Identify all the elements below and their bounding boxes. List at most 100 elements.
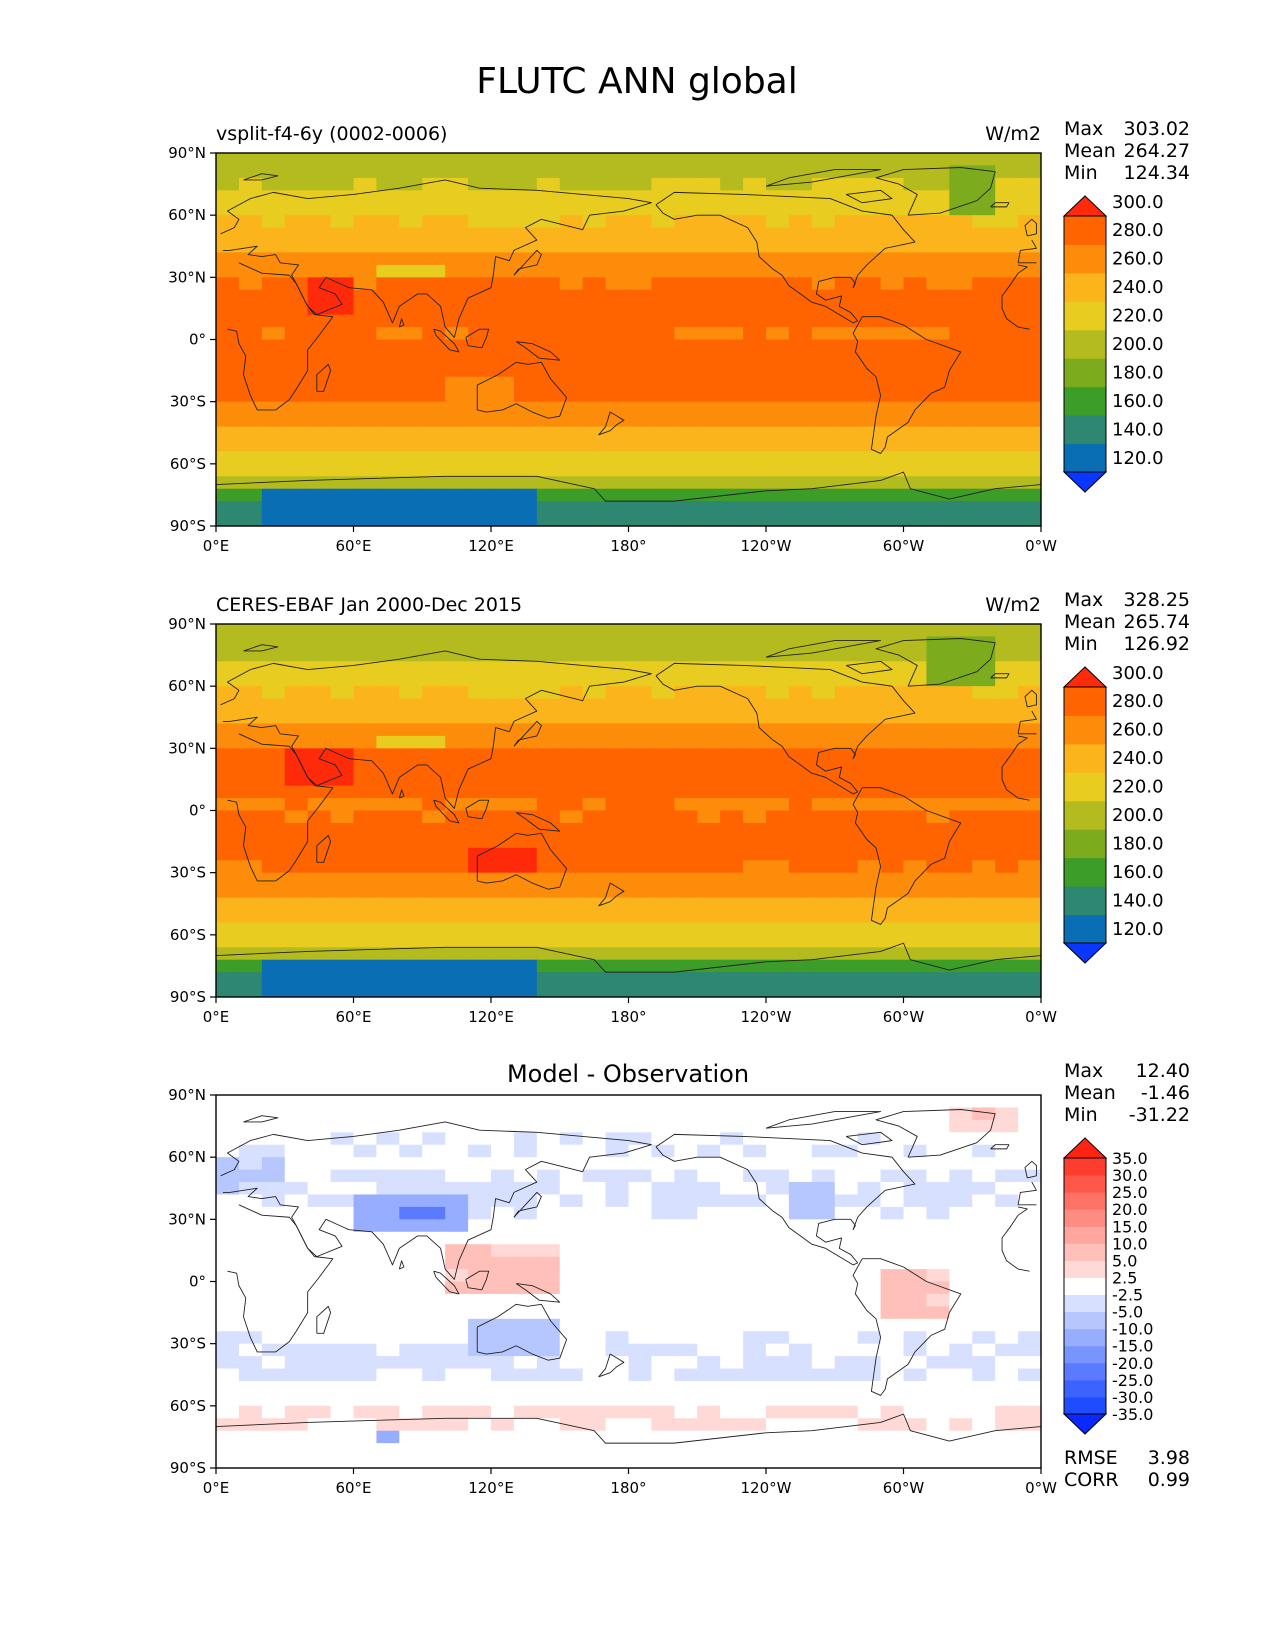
heatmap-cell bbox=[605, 364, 630, 378]
heatmap-cell bbox=[216, 1107, 240, 1121]
heatmap-cell bbox=[330, 501, 355, 515]
heatmap-cell bbox=[468, 1219, 492, 1233]
heatmap-cell bbox=[536, 302, 561, 316]
heatmap-cell bbox=[491, 240, 515, 254]
heatmap-cell bbox=[995, 1107, 1019, 1121]
heatmap-cell bbox=[995, 1269, 1019, 1283]
heatmap-cell bbox=[513, 202, 538, 216]
heatmap-cell bbox=[697, 190, 722, 204]
heatmap-cell bbox=[582, 723, 607, 737]
heatmap-cell bbox=[261, 909, 286, 924]
heatmap-cell bbox=[1018, 215, 1041, 229]
heatmap-cell bbox=[238, 426, 263, 440]
heatmap-cell bbox=[674, 165, 699, 179]
heatmap-cell bbox=[261, 227, 286, 241]
heatmap-cell bbox=[353, 1293, 378, 1308]
heatmap-cell bbox=[307, 909, 332, 924]
heatmap-cell bbox=[582, 476, 607, 490]
heatmap-cell bbox=[1018, 959, 1041, 973]
heatmap-cell bbox=[972, 984, 997, 997]
heatmap-cell bbox=[422, 202, 447, 216]
heatmap-cell bbox=[422, 1206, 447, 1221]
heatmap-cell bbox=[445, 785, 469, 799]
heatmap-cell bbox=[995, 947, 1019, 961]
heatmap-cell bbox=[330, 686, 355, 700]
heatmap-cell bbox=[1018, 673, 1041, 687]
heatmap-cell bbox=[582, 1405, 607, 1420]
heatmap-cell bbox=[399, 1269, 424, 1283]
heatmap-cell bbox=[674, 1455, 699, 1468]
heatmap-cell bbox=[766, 1206, 790, 1221]
heatmap-cell bbox=[628, 1256, 653, 1270]
heatmap-cell bbox=[422, 240, 447, 254]
heatmap-cell bbox=[491, 1182, 515, 1196]
heatmap-cell bbox=[674, 1132, 699, 1146]
heatmap-cell bbox=[605, 414, 630, 428]
heatmap-cell bbox=[422, 1356, 447, 1370]
heatmap-cell bbox=[628, 1206, 653, 1221]
heatmap-cell bbox=[674, 835, 699, 849]
heatmap-cell bbox=[536, 810, 561, 824]
heatmap-cell bbox=[834, 1343, 859, 1357]
heatmap-cell bbox=[880, 773, 905, 787]
heatmap-cell bbox=[720, 1157, 744, 1171]
heatmap-cell bbox=[284, 1380, 309, 1395]
heatmap-cell bbox=[284, 414, 309, 428]
heatmap-cell bbox=[261, 513, 286, 526]
heatmap-cell bbox=[926, 351, 951, 366]
heatmap-cell bbox=[674, 1256, 699, 1270]
heatmap-cell bbox=[674, 785, 699, 799]
heatmap-cell bbox=[330, 1132, 355, 1146]
heatmap-cell bbox=[949, 847, 974, 862]
heatmap-cell bbox=[513, 885, 538, 899]
heatmap-cell bbox=[926, 698, 951, 712]
heatmap-cell bbox=[766, 947, 790, 961]
heatmap-cell bbox=[307, 1293, 332, 1308]
colorbar-label: 30.0 bbox=[1112, 1166, 1148, 1185]
heatmap-cell bbox=[559, 1306, 584, 1320]
heatmap-cell bbox=[743, 1231, 767, 1246]
heatmap-cell bbox=[468, 1343, 492, 1357]
heatmap-cell bbox=[353, 661, 378, 675]
heatmap-cell bbox=[949, 414, 974, 428]
heatmap-cell bbox=[536, 426, 561, 440]
heatmap-cell bbox=[766, 822, 790, 837]
heatmap-cell bbox=[353, 476, 378, 490]
heatmap-cell bbox=[399, 401, 424, 415]
heatmap-cell bbox=[766, 289, 790, 304]
colorbar-swatch bbox=[1064, 1175, 1106, 1193]
heatmap-cell bbox=[330, 190, 355, 204]
heatmap-cell bbox=[972, 872, 997, 886]
heatmap-cell bbox=[949, 488, 974, 502]
heatmap-cell bbox=[491, 501, 515, 515]
heatmap-cell bbox=[513, 934, 538, 949]
heatmap-cell bbox=[674, 934, 699, 949]
map-cells bbox=[216, 624, 1041, 997]
heatmap-cell bbox=[582, 624, 607, 638]
heatmap-cell bbox=[697, 1206, 722, 1221]
heatmap-cell bbox=[766, 1095, 790, 1109]
heatmap-cell bbox=[582, 847, 607, 862]
heatmap-cell bbox=[376, 1206, 401, 1221]
heatmap-cell bbox=[811, 1293, 836, 1308]
heatmap-cell bbox=[582, 227, 607, 241]
heatmap-cell bbox=[353, 327, 378, 341]
heatmap-cell bbox=[376, 798, 401, 812]
heatmap-cell bbox=[857, 252, 882, 266]
heatmap-cell bbox=[376, 1405, 401, 1420]
heatmap-cell bbox=[559, 984, 584, 997]
heatmap-cell bbox=[445, 810, 469, 824]
heatmap-cell bbox=[284, 401, 309, 415]
heatmap-cell bbox=[720, 488, 744, 502]
heatmap-cell bbox=[857, 723, 882, 737]
heatmap-cell bbox=[788, 1231, 813, 1246]
heatmap-cell bbox=[743, 1455, 767, 1468]
heatmap-cell bbox=[353, 1405, 378, 1420]
heatmap-cell bbox=[261, 476, 286, 490]
heatmap-cell bbox=[926, 339, 951, 353]
heatmap-cell bbox=[651, 760, 676, 775]
heatmap-cell bbox=[399, 339, 424, 353]
heatmap-cell bbox=[330, 673, 355, 687]
heatmap-cell bbox=[330, 1356, 355, 1370]
heatmap-cell bbox=[972, 1430, 997, 1444]
